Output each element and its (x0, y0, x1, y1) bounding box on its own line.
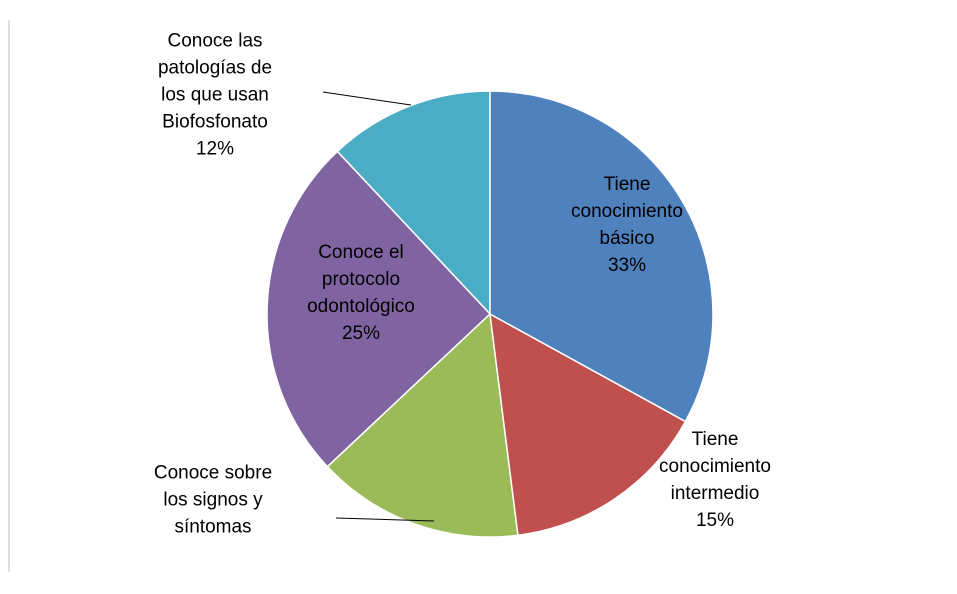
slice-name: Tiene conocimiento básico (571, 174, 683, 249)
slice-label: Conoce sobre los signos y síntomas (154, 460, 272, 541)
slice-percent: 33% (607, 255, 647, 276)
slice-name: Conoce el protocolo odontológico (307, 242, 415, 317)
slice-label: Conoce el protocolo odontológico 25% (307, 239, 415, 347)
slice-label: Tiene conocimiento intermedio 15% (659, 426, 771, 534)
pie-slice (489, 312, 687, 537)
slice-name: Conoce las patologías de los que usan Bi… (157, 30, 273, 133)
leader-line (322, 91, 412, 106)
pie-slice (266, 150, 492, 468)
slice-label: Tiene conocimiento básico 33% (571, 171, 683, 279)
slice-name: Tiene conocimiento intermedio (659, 429, 771, 504)
slice-percent: 12% (195, 138, 235, 160)
pie-slice (336, 90, 491, 316)
slice-percent: 25% (341, 323, 381, 344)
slice-percent: 15% (695, 510, 735, 531)
pie-slice (326, 312, 519, 538)
slice-label: Conoce las patologías de los que usan Bi… (158, 28, 272, 163)
pie-slice (489, 90, 714, 423)
slice-name: Conoce sobre los signos y síntomas (153, 462, 273, 538)
leader-line (335, 517, 435, 522)
